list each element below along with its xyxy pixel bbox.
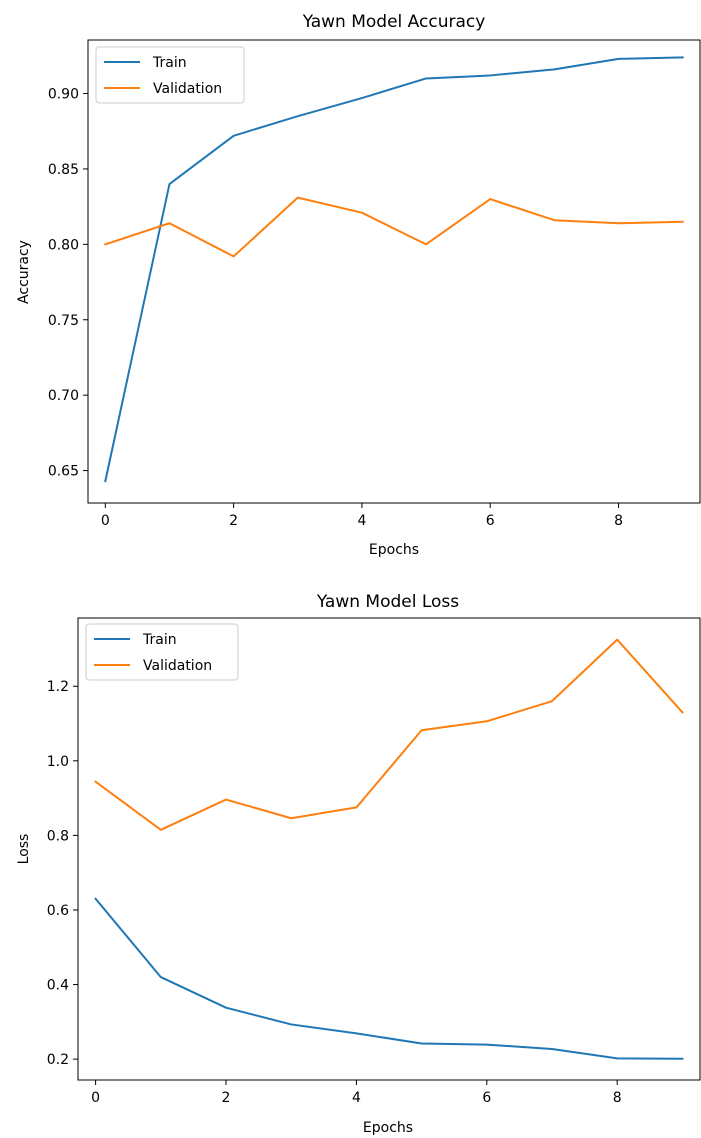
loss-chart: Yawn Model Loss 0 2 4 6 80.20.40.60.81.01.2 … <box>16 592 701 1136</box>
accuracy-x-tick-label: 2 <box>229 513 238 529</box>
loss-y-tick-label: 0.8 <box>47 828 69 844</box>
loss-series-validation-line <box>94 638 684 831</box>
accuracy-legend-validation-label: Validation <box>153 81 222 97</box>
accuracy-x-tick-label: 0 <box>101 513 110 529</box>
accuracy-x-axis-label: Epochs <box>369 542 419 558</box>
accuracy-y-tick-label: 0.75 <box>48 313 79 329</box>
accuracy-y-tick-label: 0.90 <box>48 87 79 103</box>
loss-x-tick-label: 6 <box>482 1090 491 1106</box>
loss-plot-marks <box>94 638 684 1060</box>
accuracy-x-tick-label: 6 <box>486 513 495 529</box>
accuracy-y-tick-label: 0.65 <box>48 464 79 480</box>
accuracy-series-train-line <box>104 56 684 483</box>
loss-y-axis-label: Loss <box>16 834 32 865</box>
loss-y-tick-label: 1.2 <box>47 679 69 695</box>
loss-y-tick-label: 0.2 <box>47 1052 69 1068</box>
loss-y-tick-label: 0.4 <box>47 978 69 994</box>
loss-x-axis-label: Epochs <box>363 1120 413 1136</box>
accuracy-y-tick-label: 0.70 <box>48 388 79 404</box>
loss-y-tick-label: 1.0 <box>47 754 69 770</box>
loss-axis-ticks: 0 2 4 6 8 0.2 0.4 0.6 0.8 1.0 1.2 <box>47 679 622 1106</box>
loss-legend: Train Validation <box>85 623 239 681</box>
loss-x-tick-label: 8 <box>613 1090 622 1106</box>
accuracy-plot-marks <box>104 56 684 483</box>
accuracy-series-validation-line <box>104 196 684 258</box>
accuracy-chart: Yawn Model Accuracy 0 2 4 6 8 0.65 0.70 0.75 0.8… <box>16 12 701 558</box>
loss-chart-title: Yawn Model Loss <box>316 592 459 612</box>
loss-legend-train-label: Train <box>142 632 177 648</box>
accuracy-legend-train-label: Train <box>152 55 187 71</box>
accuracy-x-tick-label: 4 <box>357 513 366 529</box>
accuracy-legend: Train Validation <box>95 46 245 104</box>
accuracy-y-axis-label: Accuracy <box>16 240 32 304</box>
loss-y-tick-label: 0.6 <box>47 903 69 919</box>
accuracy-x-tick-label: 8 <box>614 513 623 529</box>
accuracy-chart-title: Yawn Model Accuracy <box>302 12 486 32</box>
accuracy-axis-ticks: 0 2 4 6 8 0.65 0.70 0.75 0.80 0.85 0.90 <box>48 87 623 529</box>
loss-series-train-line <box>94 897 684 1060</box>
loss-x-tick-label: 2 <box>222 1090 231 1106</box>
accuracy-y-tick-label: 0.85 <box>48 162 79 178</box>
loss-x-tick-label: 4 <box>352 1090 361 1106</box>
accuracy-y-tick-label: 0.80 <box>48 237 79 253</box>
loss-plot-frame <box>77 617 701 1081</box>
loss-x-tick-label: 0 <box>91 1090 100 1106</box>
accuracy-plot-frame <box>87 39 701 504</box>
loss-legend-validation-label: Validation <box>143 658 212 674</box>
